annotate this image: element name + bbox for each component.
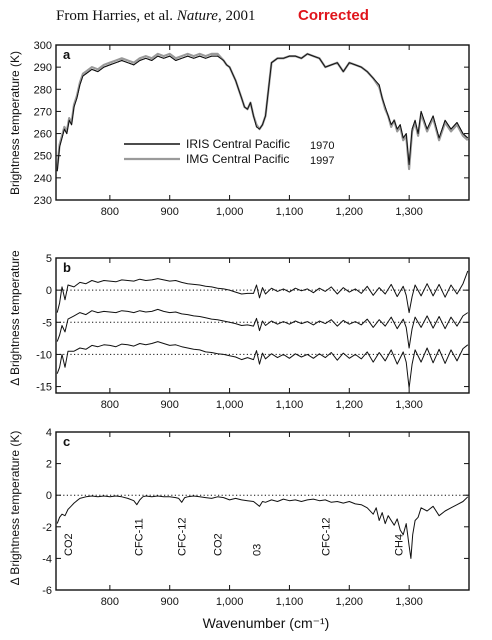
legend-year: 1970: [310, 140, 334, 152]
annotation-label: CFC-12: [177, 517, 189, 556]
y-tick-label: 240: [34, 173, 52, 185]
y-axis-label: Δ Brightness temperature (K): [8, 431, 22, 586]
x-tick-label: 1,100: [276, 399, 304, 411]
source-journal: Nature: [176, 8, 218, 24]
panel-b: 800 900 1,000 1,100 1,200 1,300 -15 -10 -5 0 5 Δ Br…: [8, 250, 470, 411]
series-line: [56, 270, 469, 314]
y-tick-label: -15: [36, 382, 52, 394]
source-citation: From Harries, et al. Nature, 2001: [56, 8, 255, 25]
y-tick-label: 260: [34, 129, 52, 141]
y-axis-label: Δ Brightness temperature: [8, 250, 22, 386]
x-tick-label: 1,000: [216, 399, 244, 411]
y-tick-label: 0: [46, 285, 52, 297]
series-line: [56, 308, 469, 349]
y-tick-label: -10: [36, 349, 52, 361]
annotation-label: CO2: [213, 533, 225, 556]
panel-letter: b: [63, 260, 71, 275]
y-tick-label: 0: [46, 490, 52, 502]
legend: IRIS Central Pacific 1970 IMG Central Paci…: [124, 137, 334, 167]
x-tick-label: 1,000: [216, 596, 244, 608]
y-tick-label: 230: [34, 195, 52, 207]
x-tick-label: 800: [101, 399, 119, 411]
x-tick-label: 1,200: [336, 399, 364, 411]
panel-a: 800 900 1,000 1,100 1,200 1,300 230 240 250 260 27…: [8, 40, 470, 218]
series-line: [56, 495, 469, 559]
panel-letter: c: [63, 434, 70, 449]
annotation-label: 03: [252, 544, 264, 556]
annotation-label: CFC-12: [320, 517, 332, 556]
y-tick-label: 290: [34, 62, 52, 74]
y-tick-label: -6: [42, 585, 52, 597]
y-axis-label: Brightness temperature (K): [8, 51, 22, 195]
y-tick-label: -5: [42, 317, 52, 329]
source-prefix: From Harries, et al.: [56, 8, 177, 24]
x-axis-label: Wavenumber (cm⁻¹): [203, 615, 330, 631]
x-tick-label: 1,100: [276, 206, 304, 218]
panel-letter: a: [63, 47, 71, 62]
x-tick-label: 1,200: [336, 596, 364, 608]
y-tick-label: 280: [34, 84, 52, 96]
x-tick-label: 800: [101, 596, 119, 608]
series-line: [56, 341, 469, 389]
panel-c: 800 900 1,000 1,100 1,200 1,300 -6 -4 -2 0 2 4 Δ Bri…: [8, 427, 470, 608]
annotation-label: CO2: [63, 533, 75, 556]
annotation-label: CH4: [393, 534, 405, 556]
x-tick-label: 900: [161, 206, 179, 218]
y-tick-label: 5: [46, 253, 52, 265]
series-line-overlay: [56, 53, 469, 172]
source-suffix: , 2001: [217, 8, 256, 24]
plot-frame: [55, 44, 470, 201]
corrected-label: Corrected: [298, 7, 369, 24]
x-tick-label: 1,100: [276, 596, 304, 608]
legend-entry: IMG Central Pacific: [186, 152, 289, 166]
x-tick-label: 1,200: [336, 206, 364, 218]
x-tick-label: 900: [161, 399, 179, 411]
x-tick-label: 1,000: [216, 206, 244, 218]
x-tick-label: 1,300: [395, 206, 423, 218]
y-tick-label: 2: [46, 459, 52, 471]
y-tick-label: 250: [34, 151, 52, 163]
y-tick-label: 4: [46, 427, 52, 439]
x-tick-label: 900: [161, 596, 179, 608]
legend-entry: IRIS Central Pacific: [186, 137, 290, 151]
annotation-label: CFC-11: [134, 518, 146, 556]
legend-year: 1997: [310, 155, 334, 167]
y-tick-label: 300: [34, 40, 52, 52]
plot-frame: [55, 431, 470, 591]
y-tick-label: 270: [34, 106, 52, 118]
y-tick-label: -4: [42, 553, 52, 565]
x-tick-label: 800: [101, 206, 119, 218]
plot-frame: [55, 257, 470, 394]
y-tick-label: -2: [42, 522, 52, 534]
x-tick-label: 1,300: [395, 596, 423, 608]
x-tick-label: 1,300: [395, 399, 423, 411]
